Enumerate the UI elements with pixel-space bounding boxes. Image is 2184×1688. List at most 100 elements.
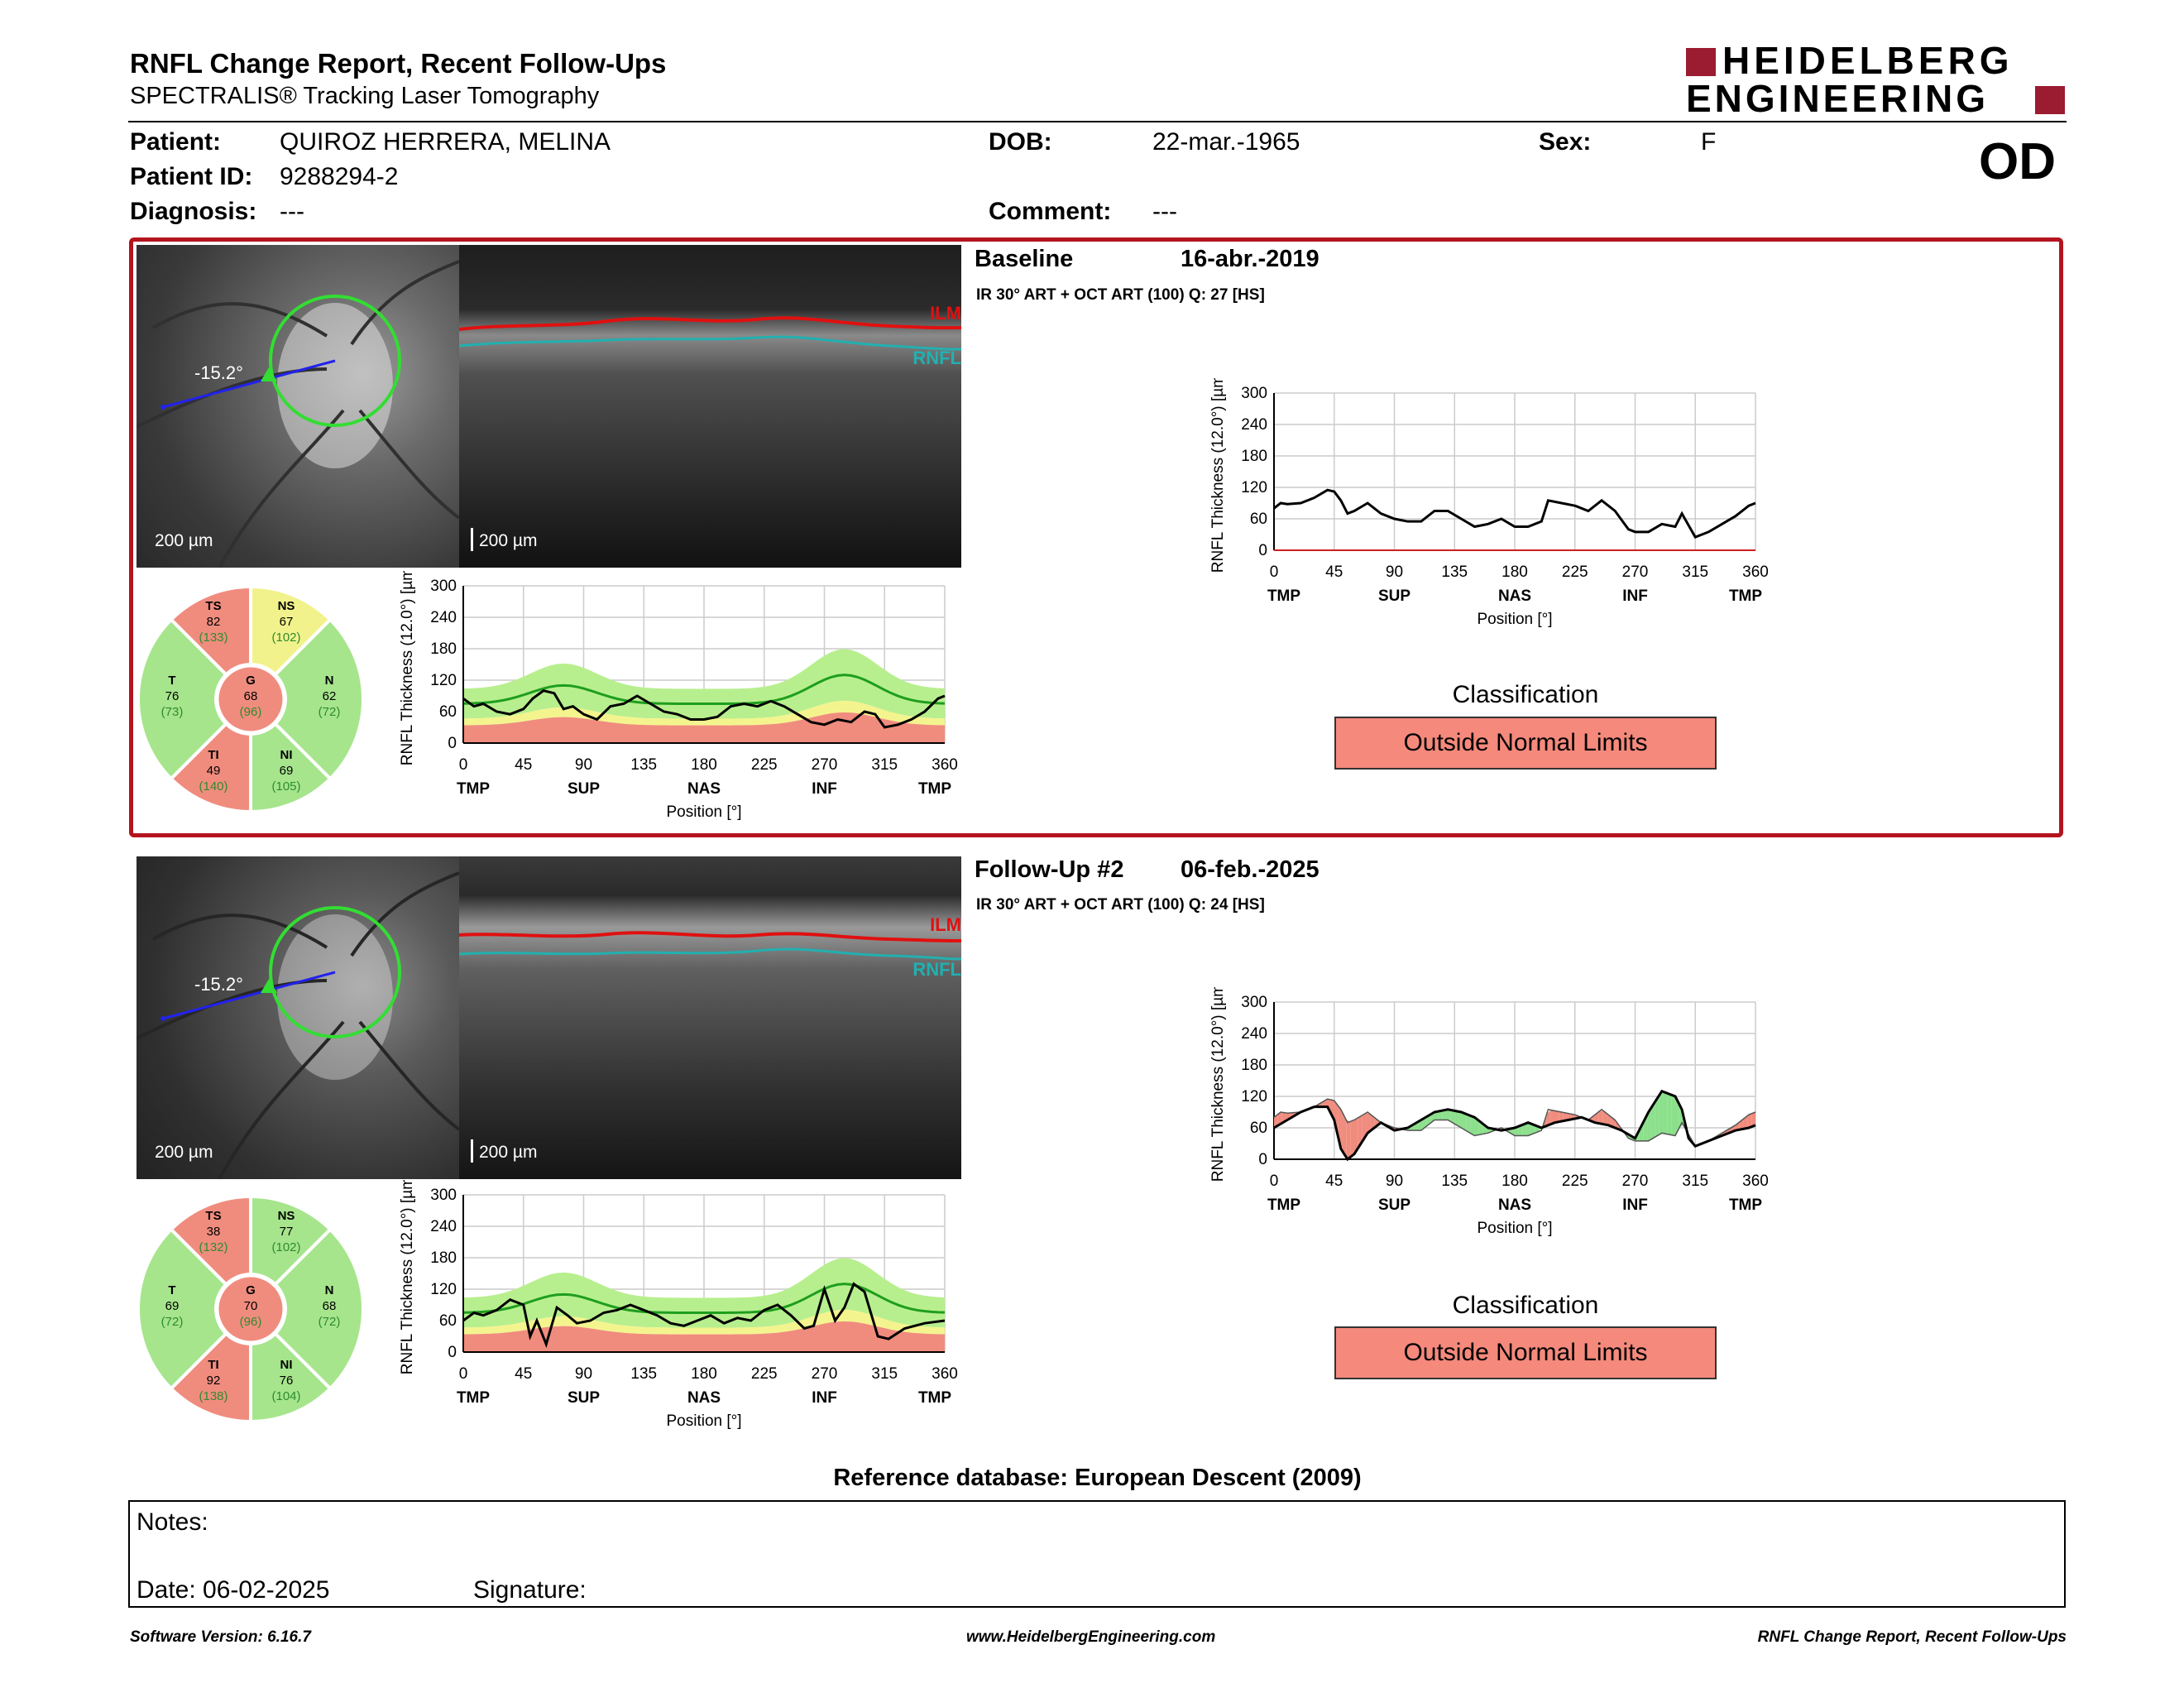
software-version: Software Version: 6.16.7 <box>130 1628 311 1646</box>
sector-diagram-followup: TS 38 (132) NS 77 (102) T 69 (72) G 70 (96) N 68 (72) T… <box>132 1193 372 1425</box>
change-area <box>1522 1123 1527 1136</box>
x-axis-label: Position [°] <box>1477 1220 1552 1237</box>
diagnosis-label: Diagnosis: <box>130 198 257 225</box>
footer-report-name: RNFL Change Report, Recent Follow-Ups <box>1757 1628 2067 1646</box>
x-tick-label: 90 <box>1386 563 1403 581</box>
sector-label: TS <box>205 599 221 613</box>
y-tick-label: 300 <box>430 1187 457 1204</box>
normal-range-band <box>463 649 945 719</box>
x-tick-label: 45 <box>515 756 532 774</box>
exam-title: Baseline <box>975 246 1074 272</box>
x-tick-label: 45 <box>1325 1172 1343 1190</box>
sector-n <box>272 617 365 781</box>
x-sector-label: NAS <box>1498 1196 1531 1214</box>
sector-reference: (72) <box>318 705 341 719</box>
x-sector-label: SUP <box>1378 1196 1410 1214</box>
y-axis-label: RNFL Thickness (12.0°) [µm] <box>1209 987 1227 1182</box>
sector-reference: (105) <box>271 779 300 794</box>
y-tick-label: 240 <box>1241 416 1267 434</box>
sector-ts <box>169 584 252 678</box>
sector-value: 68 <box>323 1299 337 1313</box>
sector-reference: (96) <box>240 1315 262 1329</box>
x-tick-label: 180 <box>1502 1172 1528 1190</box>
sector-reference: (73) <box>161 705 184 719</box>
x-tick-label: 135 <box>1441 563 1468 581</box>
change-area <box>1655 1095 1660 1138</box>
x-tick-label: 0 <box>459 1365 468 1383</box>
change-area <box>1434 1111 1439 1120</box>
patient-id-label: Patient ID: <box>130 163 253 190</box>
sector-label: NS <box>278 1209 295 1223</box>
x-tick-label: 315 <box>871 756 898 774</box>
sex-value: F <box>1701 128 1717 156</box>
dob-value: 22-mar.-1965 <box>1152 128 1300 156</box>
sector-ns <box>249 584 333 678</box>
sector-n <box>272 1227 365 1391</box>
change-area <box>1671 1095 1675 1136</box>
x-sector-label: TMP <box>1729 587 1762 605</box>
change-area <box>1747 1113 1752 1129</box>
rnfl-profile-chart-baseline: 300 240 180 120 60 00 45 90 135 180 225 270 315 360 TM… <box>1209 378 1769 628</box>
change-area <box>1329 1099 1334 1120</box>
ilm-label: ILM <box>930 303 961 324</box>
sector-reference: (140) <box>199 779 228 794</box>
comment-label: Comment: <box>989 198 1112 225</box>
normative-mean-line <box>462 674 946 705</box>
change-area <box>1274 1114 1278 1128</box>
change-area <box>1743 1115 1748 1129</box>
thickness-series-line <box>462 689 946 729</box>
y-tick-label: 240 <box>430 609 457 626</box>
y-tick-label: 120 <box>430 672 457 689</box>
sector-reference: (102) <box>271 631 300 645</box>
classification-label: Classification <box>1452 1292 1599 1319</box>
y-axis-label: RNFL Thickness (12.0°) [µm] <box>399 571 416 765</box>
change-area <box>1526 1123 1531 1136</box>
sector-label: NI <box>280 1358 293 1372</box>
x-tick-label: 225 <box>1562 563 1588 581</box>
y-tick-label: 0 <box>1258 542 1267 559</box>
x-axis-label: Position [°] <box>666 1412 741 1430</box>
heidelberg-logo: HEIDELBERG ENGINEERING <box>1686 41 2067 117</box>
fundus-scale-bar: 200 µm <box>155 531 213 550</box>
x-axis-label: Position [°] <box>1477 611 1552 628</box>
normative-mean-line <box>462 1283 946 1314</box>
change-area <box>1470 1115 1475 1136</box>
change-area <box>1650 1101 1655 1139</box>
sector-t <box>136 617 229 781</box>
change-area <box>1559 1111 1564 1122</box>
classification-label: Classification <box>1452 681 1599 708</box>
change-area <box>1277 1112 1282 1126</box>
oct-bscan-baseline: ILM RNFL 200 µm <box>459 245 961 568</box>
sector-ns <box>249 1194 333 1288</box>
y-tick-label: 120 <box>1241 479 1267 496</box>
sector-label: T <box>168 674 175 688</box>
y-tick-label: 180 <box>1241 448 1267 465</box>
sector-value: 82 <box>207 615 221 629</box>
borderline-range-band <box>463 1309 945 1335</box>
sector-value: 69 <box>165 1299 180 1313</box>
x-sector-label: TMP <box>457 780 490 798</box>
sector-diagram-baseline: TS 82 (133) NS 67 (102) T 76 (73) G 68 (96) N 62 (72) T… <box>132 583 372 815</box>
change-area <box>1458 1111 1463 1129</box>
normal-range-band <box>463 1258 945 1328</box>
outside-range-band <box>463 712 945 743</box>
x-sector-label: TMP <box>1729 1196 1762 1214</box>
change-area <box>1675 1096 1679 1136</box>
x-tick-label: 225 <box>751 756 778 774</box>
y-tick-label: 120 <box>1241 1088 1267 1105</box>
change-area <box>1438 1110 1443 1120</box>
change-area <box>1598 1110 1603 1125</box>
sector-label: TI <box>208 1358 218 1372</box>
notes-box[interactable]: Notes: Date: 06-02-2025 Signature: <box>128 1500 2066 1608</box>
change-area <box>1366 1112 1371 1135</box>
y-tick-label: 180 <box>1241 1057 1267 1074</box>
outside-range-band <box>463 1321 945 1352</box>
x-sector-label: TMP <box>918 780 951 798</box>
change-area <box>1446 1110 1451 1122</box>
sector-label: NI <box>280 748 293 762</box>
sector-label: NS <box>278 599 295 613</box>
x-sector-label: INF <box>812 1389 837 1407</box>
y-tick-label: 180 <box>430 1249 457 1267</box>
x-tick-label: 180 <box>691 756 717 774</box>
website-link[interactable]: www.HeidelbergEngineering.com <box>966 1628 1216 1646</box>
